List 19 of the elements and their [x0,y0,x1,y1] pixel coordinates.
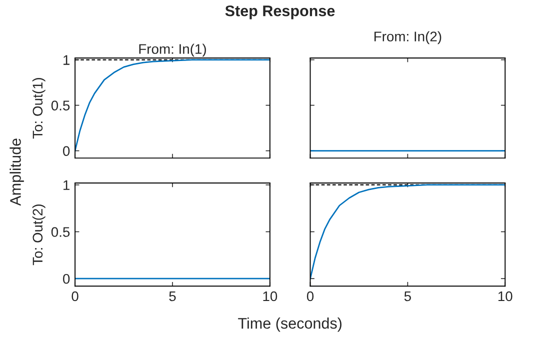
y-axis-title: To: Out(1) [32,78,46,139]
y-tick-label: 0 [63,274,70,284]
text: Amplitude [10,138,24,206]
y-axis-title: To: Out(2) [32,204,46,266]
x-tick-label: 0 [72,291,78,302]
x-tick-label: 0 [306,291,314,302]
x-tick-label: 10 [263,291,278,302]
x-tick-label: 5 [169,291,176,302]
x-tick-label: 5 [404,291,411,302]
x-tick-label: 10 [498,291,512,302]
y-tick-label: 0.5 [51,100,70,110]
x-axis-title: Time (seconds) [238,318,342,332]
chart-subtitle: From: In(1) [139,44,206,57]
chart-title: Step Response [225,5,335,20]
y-tick-label: 1 [64,55,70,65]
y-tick-label: 0.5 [51,227,70,237]
y-tick-label: 0 [63,146,70,156]
chart-subtitle: From: In(2) [374,31,442,44]
y-tick-label: 1 [64,180,70,190]
